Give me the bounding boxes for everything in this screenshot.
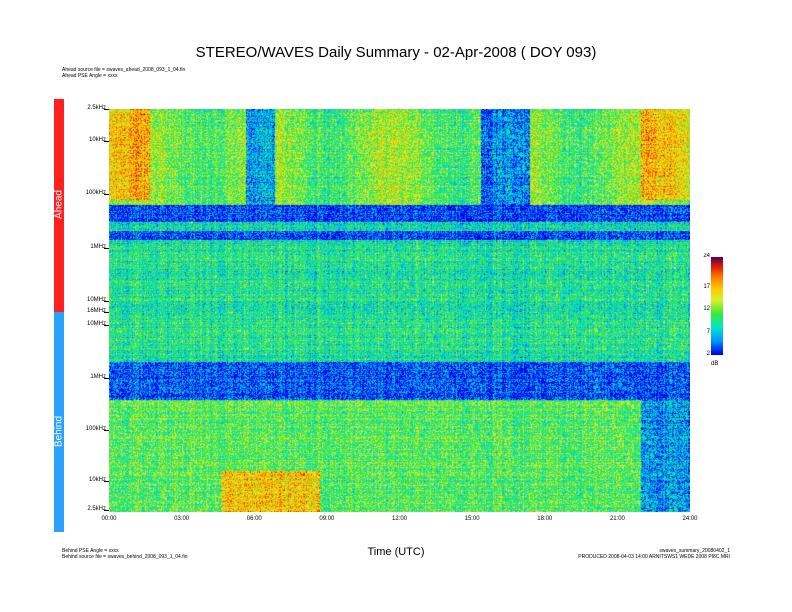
y-tick-label: 16MHz [86,308,106,314]
spectrogram-plot [109,109,690,512]
y-tick-label: 10MHz [86,321,106,327]
y-tick-mark [104,141,109,142]
y-tick-label: 10kHz [88,137,106,143]
y-tick-mark [104,109,109,110]
x-axis-label: Time (UTC) [367,546,425,558]
y-tick-label: 1MHz [90,374,106,380]
behind-pse-angle: Behind PSE Angle = xxxx [62,548,119,554]
x-tick-label: 06:00 [246,516,262,522]
y-tick-mark [104,378,109,379]
ahead-label: Ahead [53,190,65,219]
y-tick-label: 2.5kHz [87,105,106,111]
y-tick-mark [104,312,109,313]
chart-title: STEREO/WAVES Daily Summary - 02-Apr-2008… [195,44,597,61]
y-tick-label: 10kHz [88,477,106,483]
behind-label: Behind [53,415,65,448]
colorbar-tick-label: 7 [706,328,710,335]
behind-source-file: Behind source file = swaves_behind_2008_… [62,554,188,560]
y-tick-label: 100kHz [85,426,106,432]
x-tick-label: 24:00 [682,516,698,522]
y-tick-label: 2.5kHz [87,506,106,512]
ahead-pse-angle: Ahead PSE Angle = xxxx [62,73,118,79]
ahead-source-file: Ahead source file = swaves_ahead_2008_09… [62,67,186,73]
x-tick-label: 21:00 [609,516,625,522]
y-tick-mark [104,481,109,482]
ahead-source-info: Ahead source file = swaves_ahead_2008_09… [62,67,185,79]
x-tick-label: 09:00 [319,516,335,522]
behind-bar: Behind [53,312,65,532]
colorbar-tick-label: 17 [703,284,710,291]
x-tick-label: 15:00 [464,516,480,522]
y-tick-label: 10MHz [86,297,106,303]
colorbar [711,257,723,355]
x-tick-label: 12:00 [391,516,407,522]
x-tick-label: 00:00 [101,516,117,522]
y-tick-label: 1MHz [90,244,106,250]
x-tick-label: 18:00 [537,516,553,522]
y-tick-label: 100kHz [85,190,106,196]
y-tick-mark [104,510,109,511]
y-tick-mark [104,325,109,326]
colorbar-tick-label: 2 [706,351,710,357]
colorbar-tick-label: 24 [703,253,710,259]
behind-source-info: Behind PSE Angle = xxxx Behind source fi… [62,548,188,560]
x-tick-label: 03:00 [174,516,190,522]
colorbar-unit: dB [711,361,719,367]
y-tick-mark [104,430,109,431]
ahead-bar: Ahead [53,99,65,312]
y-tick-mark [104,248,109,249]
production-info: swaves_summary_20080402_1 PRODUCED 2008-… [578,548,730,560]
y-tick-mark [104,194,109,195]
summary-file-name: swaves_summary_20080402_1 [659,548,730,554]
production-stamp: PRODUCED 2008-04-03 14:00 ARNITSWS1 WEDE… [578,554,730,560]
y-tick-mark [104,301,109,302]
colorbar-tick-label: 12 [703,306,710,313]
